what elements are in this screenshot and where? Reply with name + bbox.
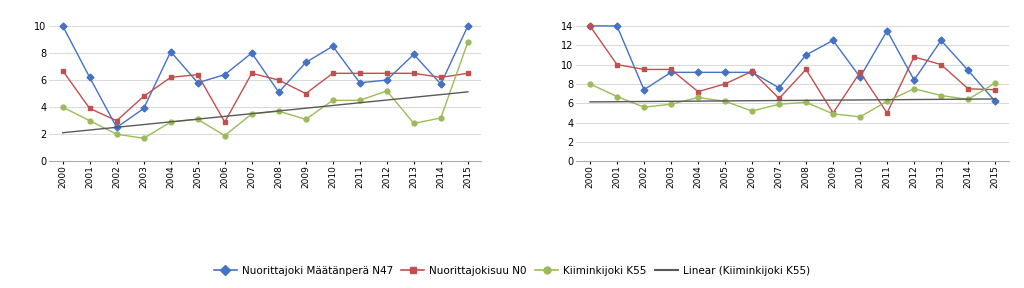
Legend: Nuorittajoki Määtänperä N47, Nuorittajokisuu N0, Kiiminkijoki K55, Linear (Kiimi: Nuorittajoki Määtänperä N47, Nuorittajok… [210,262,814,280]
